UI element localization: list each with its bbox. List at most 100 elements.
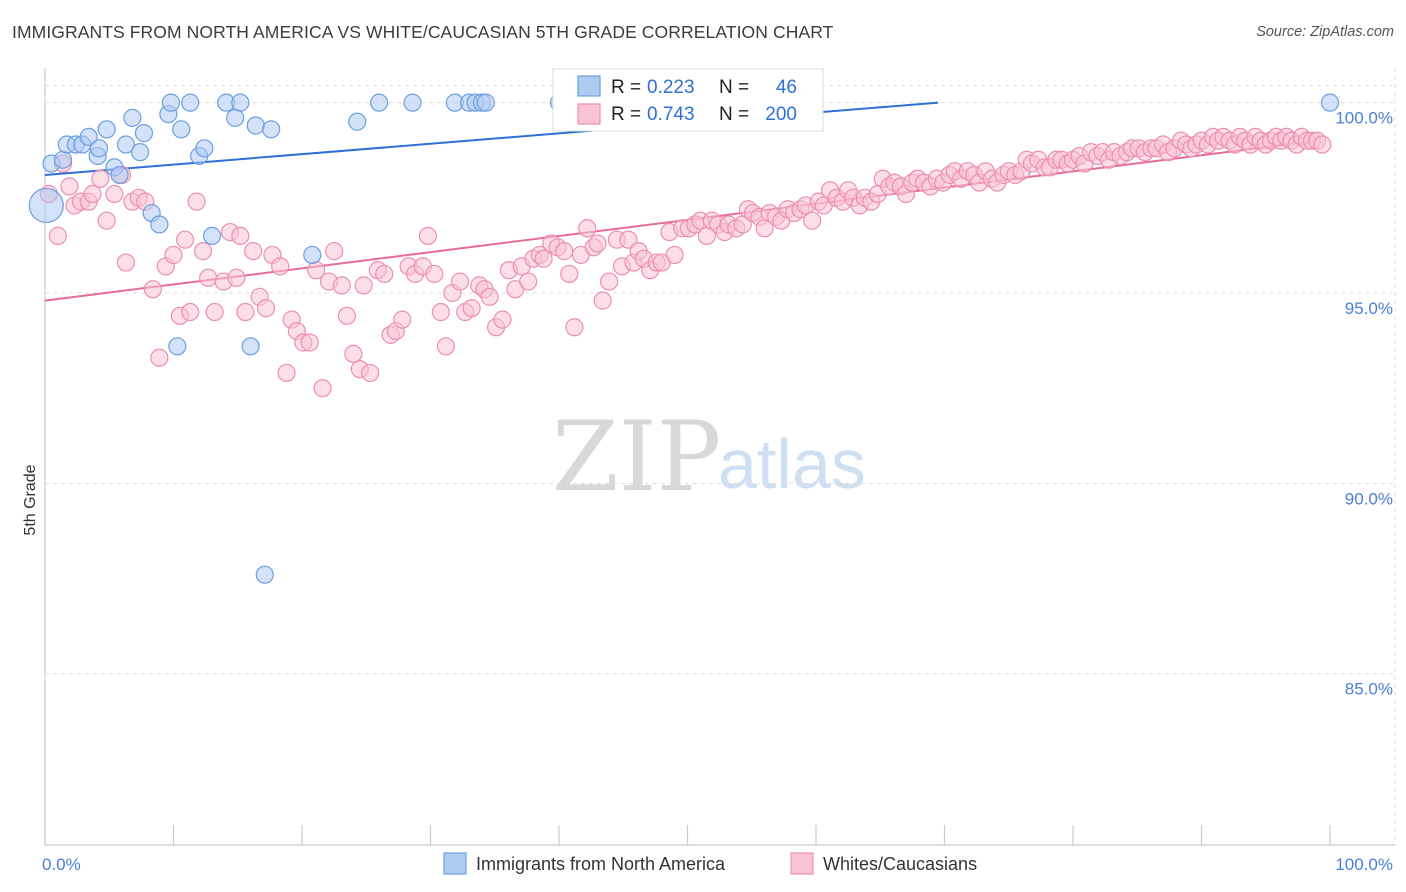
bottom-legend-swatch-blue (443, 852, 467, 875)
legend-r-label-1: R = (611, 77, 641, 98)
data-point-whites-caucasians (480, 287, 499, 306)
legend-r-value-2: 0.743 (647, 104, 695, 125)
data-point-immigrants-north-america (348, 112, 367, 131)
data-point-immigrants-north-america (116, 135, 136, 154)
data-point-whites-caucasians (91, 169, 110, 188)
x-tick-label-start: 0.0% (42, 855, 81, 874)
data-point-whites-caucasians (534, 249, 553, 268)
data-point-immigrants-north-america (195, 139, 214, 158)
data-point-whites-caucasians (450, 272, 470, 291)
data-point-whites-caucasians (187, 192, 206, 211)
data-point-whites-caucasians (354, 276, 373, 295)
data-point-whites-caucasians (1313, 135, 1332, 154)
data-point-whites-caucasians (313, 379, 332, 398)
data-point-whites-caucasians (803, 211, 822, 230)
data-point-whites-caucasians (375, 264, 394, 284)
data-point-whites-caucasians (175, 230, 195, 249)
legend-n-value-2: 200 (765, 104, 797, 125)
data-point-whites-caucasians (236, 302, 255, 322)
data-point-whites-caucasians (436, 337, 456, 356)
y-tick-labels: 85.0% 90.0% 95.0% 100.0% (1335, 109, 1393, 699)
legend-n-label-1: N = (719, 77, 749, 98)
data-point-whites-caucasians (83, 184, 102, 204)
data-point-whites-caucasians (48, 226, 67, 245)
data-point-immigrants-north-america (150, 215, 169, 234)
data-point-whites-caucasians (277, 363, 296, 383)
data-point-immigrants-north-america (241, 337, 260, 356)
data-point-whites-caucasians (256, 299, 276, 318)
y-tick-label: 90.0% (1345, 489, 1393, 508)
data-point-whites-caucasians (143, 280, 163, 299)
y-tick-label: 100.0% (1335, 109, 1393, 128)
data-point-whites-caucasians (116, 253, 136, 272)
data-point-whites-caucasians (393, 310, 412, 329)
data-point-whites-caucasians (150, 348, 169, 367)
correlation-legend: R = 0.223 N = 46 R = 0.743 N = 200 (552, 68, 824, 132)
data-point-whites-caucasians (619, 230, 638, 249)
data-point-whites-caucasians (344, 344, 363, 364)
legend-swatch-blue (577, 75, 601, 97)
data-point-whites-caucasians (588, 234, 607, 253)
data-point-immigrants-north-america (110, 165, 129, 185)
legend-r-value-1: 0.223 (647, 77, 695, 98)
data-point-immigrants-north-america (172, 120, 191, 139)
data-point-whites-caucasians (361, 363, 380, 383)
data-point-whites-caucasians (565, 318, 584, 337)
data-point-whites-caucasians (555, 242, 574, 261)
data-point-whites-caucasians (332, 276, 351, 295)
data-point-immigrants-north-america (231, 93, 250, 112)
data-point-whites-caucasians (244, 242, 263, 261)
data-point-immigrants-north-america (97, 120, 116, 139)
bottom-legend-label-pink: Whites/Caucasians (823, 854, 977, 874)
series-whites-caucasians (39, 127, 1332, 398)
chart-title: IMMIGRANTS FROM NORTH AMERICA VS WHITE/C… (12, 22, 834, 42)
data-point-whites-caucasians (205, 302, 224, 322)
y-axis-label: 5th Grade (22, 464, 39, 535)
watermark-zip: ZIP (552, 401, 721, 513)
data-point-whites-caucasians (60, 177, 79, 196)
data-point-whites-caucasians (271, 257, 290, 276)
data-point-whites-caucasians (519, 272, 538, 291)
axes (44, 68, 1395, 846)
data-point-whites-caucasians (164, 245, 183, 265)
data-point-immigrants-north-america (1320, 93, 1340, 112)
data-point-whites-caucasians (325, 242, 344, 261)
data-point-immigrants-north-america (403, 93, 422, 112)
data-point-whites-caucasians (493, 310, 512, 329)
data-point-immigrants-north-america (53, 150, 73, 169)
source-label: Source: ZipAtlas.com (1256, 24, 1394, 40)
data-point-whites-caucasians (600, 272, 619, 291)
data-point-immigrants-north-america (181, 93, 200, 112)
legend-n-label-2: N = (719, 104, 749, 125)
data-point-immigrants-north-america (168, 337, 187, 356)
data-point-immigrants-north-america (134, 124, 154, 143)
legend-r-label-2: R = (611, 104, 641, 125)
data-point-whites-caucasians (181, 302, 200, 322)
data-point-immigrants-north-america (262, 120, 281, 139)
data-point-immigrants-north-america (255, 565, 274, 584)
data-point-immigrants-north-america (303, 245, 322, 265)
data-point-whites-caucasians (462, 299, 481, 318)
data-point-immigrants-north-america (226, 108, 245, 127)
data-point-whites-caucasians (418, 226, 438, 245)
data-point-whites-caucasians (97, 211, 116, 230)
data-point-whites-caucasians (560, 264, 579, 284)
legend-n-value-1: 46 (776, 77, 797, 98)
legend-swatch-pink (577, 103, 601, 125)
bottom-legend: Immigrants from North America Whites/Cau… (443, 852, 977, 875)
data-point-immigrants-north-america (123, 108, 142, 127)
y-tick-label: 85.0% (1345, 680, 1393, 699)
x-tick-labels: 0.0% 100.0% (42, 855, 1393, 874)
bottom-legend-swatch-pink (790, 852, 814, 875)
data-point-whites-caucasians (227, 268, 246, 287)
data-point-whites-caucasians (193, 242, 213, 261)
data-point-immigrants-north-america (370, 93, 389, 112)
x-tick-label-end: 100.0% (1335, 855, 1393, 874)
data-point-immigrants-north-america (246, 116, 265, 135)
data-point-whites-caucasians (337, 306, 357, 325)
data-point-immigrants-north-america (28, 187, 64, 224)
data-point-whites-caucasians (300, 333, 319, 352)
bottom-legend-label-blue: Immigrants from North America (476, 854, 726, 874)
data-point-whites-caucasians (593, 291, 612, 310)
